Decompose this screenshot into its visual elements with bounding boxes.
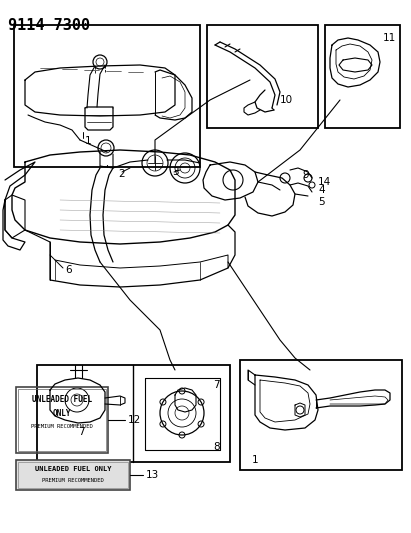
Text: 9114 7300: 9114 7300 [8, 18, 90, 33]
Text: 1: 1 [252, 455, 259, 465]
Bar [18, 462, 128, 488]
Bar [16, 460, 130, 490]
Text: 7: 7 [78, 427, 85, 437]
Bar [240, 360, 402, 470]
Bar [16, 387, 108, 453]
Text: 14: 14 [318, 177, 331, 187]
Text: 12: 12 [128, 415, 141, 425]
Bar [14, 25, 200, 167]
Text: 2: 2 [118, 169, 125, 179]
Text: 5: 5 [318, 197, 325, 207]
Text: 3: 3 [172, 167, 179, 177]
Text: 13: 13 [146, 470, 159, 480]
Text: 8: 8 [213, 442, 219, 452]
Text: PREMIUM RECOMMENDED: PREMIUM RECOMMENDED [42, 479, 104, 483]
Bar [37, 365, 230, 462]
Bar [18, 389, 106, 451]
Text: 7: 7 [213, 380, 219, 390]
Text: 6: 6 [65, 265, 72, 275]
Text: UNLEADED FUEL ONLY: UNLEADED FUEL ONLY [35, 466, 111, 472]
Text: 9: 9 [302, 170, 309, 180]
Text: 10: 10 [280, 95, 293, 105]
Text: UNLEADED FUEL: UNLEADED FUEL [32, 395, 92, 405]
Text: ONLY: ONLY [53, 409, 71, 418]
Text: 4: 4 [318, 185, 325, 195]
Bar [207, 25, 318, 128]
Text: 1: 1 [85, 136, 92, 146]
Text: PREMIUM RECOMMENDED: PREMIUM RECOMMENDED [31, 424, 93, 430]
Text: 11: 11 [383, 33, 396, 43]
Bar [325, 25, 400, 128]
